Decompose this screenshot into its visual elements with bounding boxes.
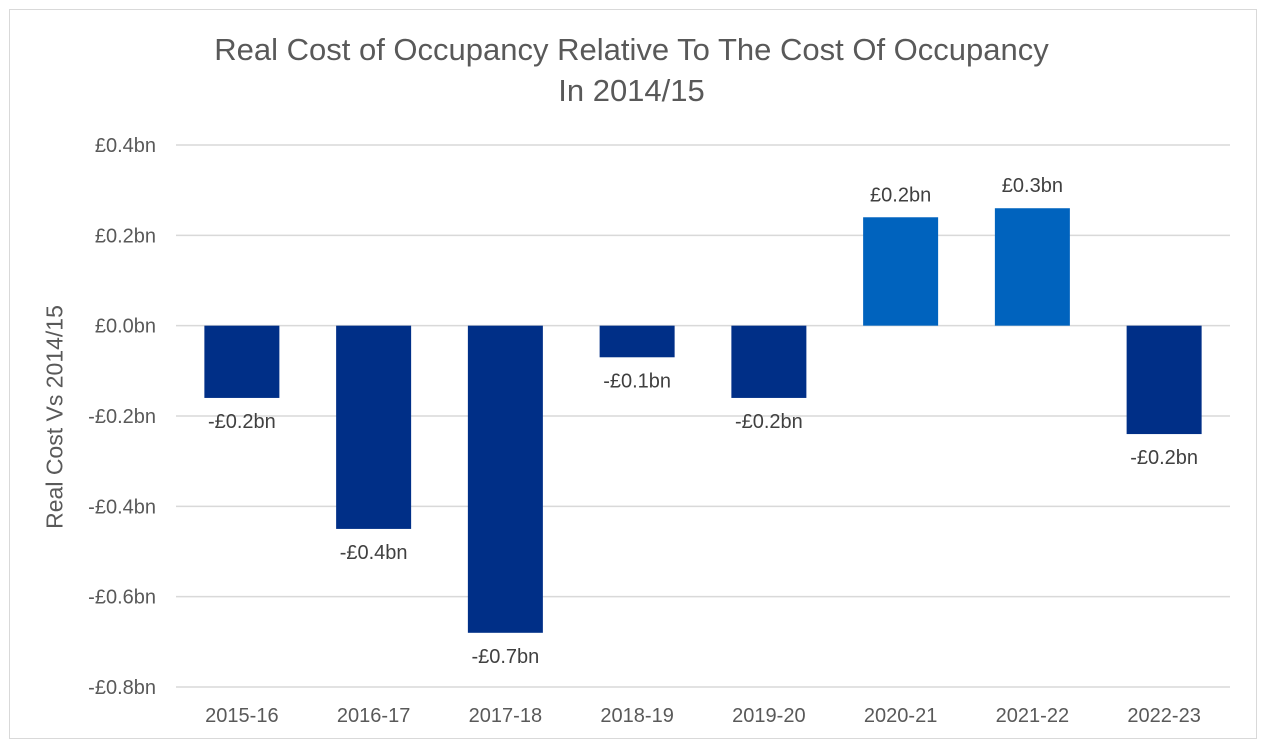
- y-tick-label: -£0.4bn: [88, 496, 156, 518]
- bar: [336, 325, 412, 529]
- bar: [599, 325, 675, 358]
- data-labels: -£0.2bn -£0.4bn -£0.7bn -£0.1bn -£0.2bn £0.2b…: [208, 175, 1198, 668]
- bar: [731, 325, 807, 398]
- data-label: -£0.7bn: [471, 646, 539, 668]
- bars: [204, 208, 1202, 633]
- bar: [994, 208, 1070, 326]
- y-axis-ticks: £0.4bn £0.2bn £0.0bn -£0.2bn -£0.4bn -£0.6bn -…: [88, 135, 156, 699]
- data-label: -£0.2bn: [735, 411, 803, 433]
- y-tick-label: £0.2bn: [95, 225, 156, 247]
- bar: [863, 217, 939, 326]
- x-tick-label: 2019-20: [732, 705, 805, 727]
- chart-title-line-2: In 2014/15: [558, 73, 705, 108]
- y-tick-label: £0.4bn: [95, 135, 156, 157]
- x-tick-label: 2016-17: [337, 705, 410, 727]
- data-label: -£0.4bn: [340, 542, 408, 564]
- y-tick-label: -£0.2bn: [88, 406, 156, 428]
- bar: [204, 325, 280, 398]
- data-label: £0.2bn: [870, 184, 931, 206]
- chart-title-line-1: Real Cost of Occupancy Relative To The C…: [214, 32, 1049, 67]
- chart-title: Real Cost of Occupancy Relative To The C…: [0, 29, 1263, 111]
- y-tick-label: -£0.6bn: [88, 587, 156, 609]
- data-label: -£0.2bn: [208, 411, 276, 433]
- gridlines: [176, 144, 1230, 688]
- x-tick-label: 2021-22: [996, 705, 1069, 727]
- x-tick-label: 2022-23: [1127, 705, 1200, 727]
- x-tick-label: 2017-18: [469, 705, 542, 727]
- bar: [1126, 325, 1202, 435]
- y-tick-label: -£0.8bn: [88, 677, 156, 699]
- x-tick-label: 2020-21: [864, 705, 937, 727]
- x-tick-label: 2015-16: [205, 705, 278, 727]
- bar: [467, 325, 543, 633]
- y-tick-label: £0.0bn: [95, 316, 156, 338]
- data-label: £0.3bn: [1002, 175, 1063, 197]
- data-label: -£0.1bn: [603, 370, 671, 392]
- data-label: -£0.2bn: [1130, 447, 1198, 469]
- x-axis-ticks: 2015-16 2016-17 2017-18 2018-19 2019-20 2020-…: [205, 705, 1201, 727]
- x-tick-label: 2018-19: [600, 705, 673, 727]
